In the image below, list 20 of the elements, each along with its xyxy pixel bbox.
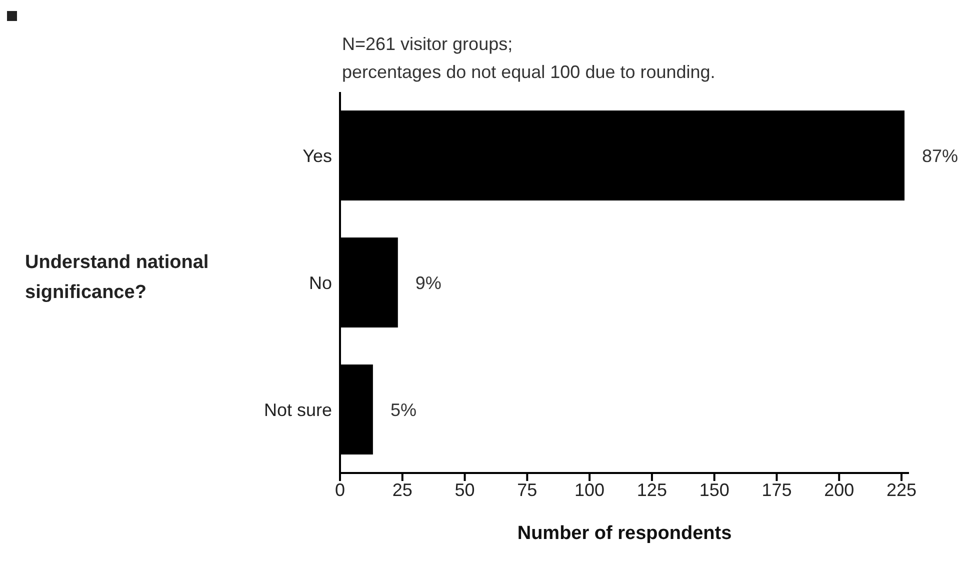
annotation: 5% xyxy=(390,400,416,420)
x-tick-label: 50 xyxy=(454,480,475,500)
x-tick-label: 125 xyxy=(636,480,667,500)
x-tick-label: 175 xyxy=(762,480,792,500)
x-tick-label: 75 xyxy=(517,480,538,500)
y-tick-label: Not sure xyxy=(264,400,332,420)
y-axis-title: Understand national significance? xyxy=(25,251,210,305)
x-tick-label: 100 xyxy=(574,480,605,500)
x-tick-label: 225 xyxy=(886,480,917,500)
x-tick-label: 150 xyxy=(699,480,730,500)
x-tick-label: 200 xyxy=(824,480,854,500)
x-axis-title: Number of respondents xyxy=(517,523,732,544)
x-tick-label: 0 xyxy=(334,480,346,500)
annotation: 87% xyxy=(922,146,958,166)
y-tick-label: No xyxy=(308,272,332,293)
text: N=261 visitor groups; xyxy=(342,33,514,56)
text: percentages do not equal 100 due to rounding. xyxy=(342,61,716,84)
y-tick-label: Yes xyxy=(302,146,332,166)
x-tick-label: 25 xyxy=(392,480,412,500)
annotation: 9% xyxy=(415,272,442,293)
